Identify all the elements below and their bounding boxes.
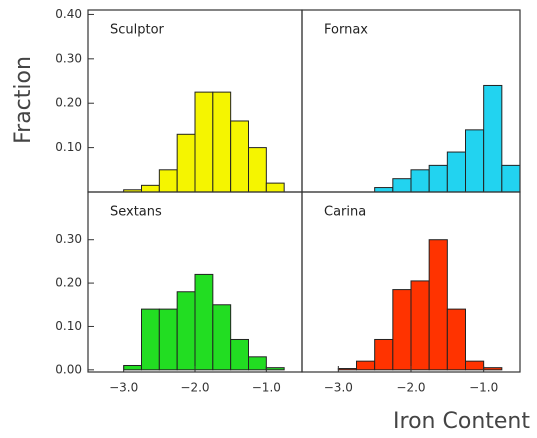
x-tick-label: −1.0 [469, 381, 498, 395]
bar [465, 129, 485, 193]
y-tick-label: 0.30 [55, 232, 82, 246]
bar [158, 169, 178, 193]
bar [176, 133, 196, 193]
panel-title: Fornax [324, 23, 368, 38]
bar [374, 338, 394, 371]
x-tick-label: −2.0 [180, 381, 209, 395]
bar [356, 360, 376, 371]
y-tick-label: 0.40 [55, 7, 82, 21]
bar [265, 367, 285, 371]
x-axis-label: Iron Content [393, 409, 530, 434]
bar [465, 360, 485, 371]
bar [123, 364, 142, 371]
x-tick-label: −1.0 [252, 381, 281, 395]
bar [428, 239, 448, 371]
panel-title: Sextans [110, 205, 162, 220]
bar [230, 338, 250, 371]
bar [392, 289, 412, 371]
x-tick-label: −2.0 [396, 381, 425, 395]
bar [483, 84, 503, 193]
y-tick-label: 0.20 [55, 276, 82, 290]
bar [483, 367, 503, 371]
bar [446, 151, 467, 193]
bar [141, 184, 160, 193]
bar [194, 273, 214, 371]
bar [176, 291, 196, 371]
bar [248, 147, 267, 193]
bar [410, 169, 430, 193]
bar [337, 368, 358, 371]
bar [212, 304, 232, 371]
bar [141, 308, 160, 371]
bar [501, 164, 521, 193]
bar [194, 91, 214, 193]
panel-title: Sculptor [110, 23, 165, 38]
bar [392, 178, 412, 193]
y-tick-label: 0.10 [55, 319, 82, 333]
panel-title: Carina [324, 205, 366, 220]
bar [446, 308, 467, 371]
y-axis-label: Fraction [11, 56, 36, 144]
bar [374, 187, 394, 193]
y-tick-label: 0.00 [55, 362, 82, 376]
bar [212, 91, 232, 193]
bar [230, 120, 250, 193]
y-tick-label: 0.30 [55, 51, 82, 65]
bar [158, 308, 178, 371]
bar [428, 164, 448, 193]
x-tick-label: −3.0 [324, 381, 353, 395]
x-tick-label: −3.0 [109, 381, 138, 395]
y-tick-label: 0.10 [55, 140, 82, 154]
bar [410, 280, 430, 371]
y-tick-label: 0.20 [55, 96, 82, 110]
bar [248, 356, 267, 371]
bar [265, 182, 285, 193]
